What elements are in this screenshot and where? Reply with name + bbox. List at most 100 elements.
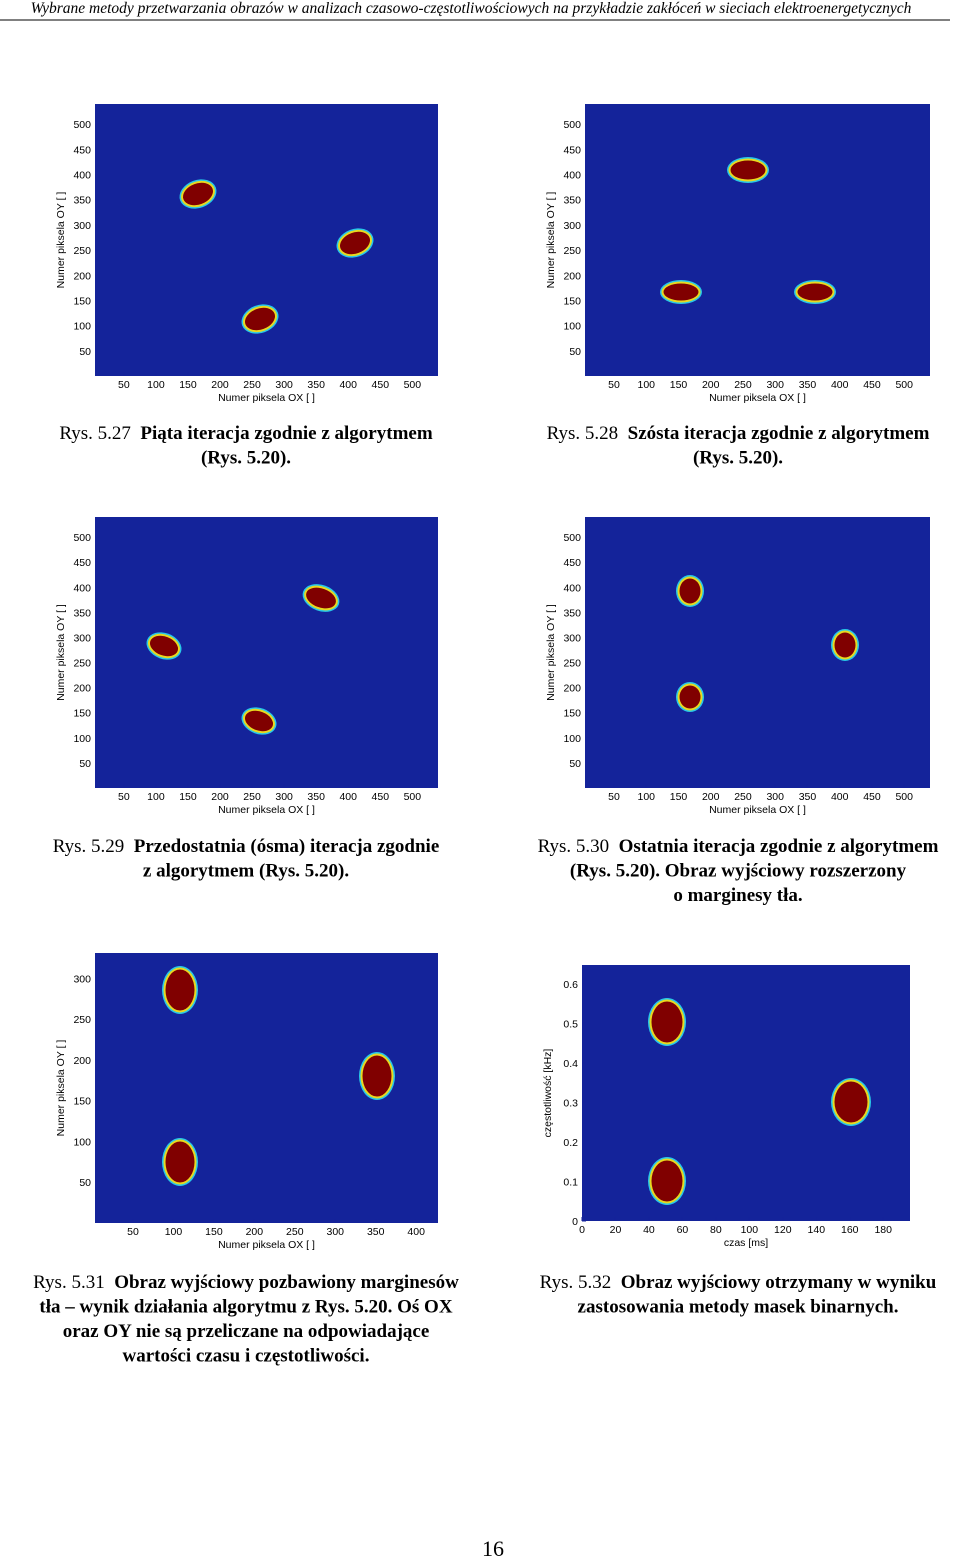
x-tick-label: 200 <box>246 1226 264 1238</box>
x-tick-label: 400 <box>407 1226 425 1238</box>
blob <box>182 182 214 206</box>
caption-text: Szósta iteracja zgodnie z algorytmem <box>628 423 930 444</box>
x-tick-label: 450 <box>372 379 390 391</box>
y-tick-label: 200 <box>73 1055 91 1067</box>
x-tick-label: 100 <box>165 1226 183 1238</box>
caption-line: tła – wynik działania algorytmu z Rys. 5… <box>39 1297 452 1318</box>
blob <box>663 283 699 301</box>
y-tick-label: 250 <box>73 245 91 257</box>
y-tick-label: 250 <box>73 658 91 670</box>
x-tick-label: 50 <box>118 791 130 803</box>
x-tick-label: 250 <box>286 1226 304 1238</box>
caption-text: wartości czasu i częstotliwości. <box>123 1346 370 1367</box>
y-tick-label: 300 <box>73 973 91 985</box>
x-tick-label: 300 <box>766 791 784 803</box>
y-tick-label: 100 <box>73 1136 91 1148</box>
x-tick-label: 350 <box>799 791 817 803</box>
caption-gap <box>131 423 141 444</box>
y-tick-label: 450 <box>563 557 581 569</box>
y-tick-label: 200 <box>73 683 91 695</box>
x-tick-label: 50 <box>127 1226 139 1238</box>
caption-line: z algorytmem (Rys. 5.20). <box>143 861 349 882</box>
y-tick-label: 500 <box>563 119 581 131</box>
y-tick-label: 450 <box>73 144 91 156</box>
blob <box>244 710 274 732</box>
y-tick-label: 50 <box>79 758 91 770</box>
y-tick-label: 50 <box>79 1177 91 1189</box>
blob <box>797 283 833 301</box>
caption-line: Rys. 5.32 Obraz wyjściowy otrzymany w wy… <box>540 1272 937 1293</box>
x-tick-label: 140 <box>808 1224 826 1236</box>
y-tick-label: 150 <box>563 708 581 720</box>
x-tick-label: 60 <box>677 1224 689 1236</box>
x-tick-label: 400 <box>339 791 357 803</box>
caption-text: oraz OY nie są przeliczane na odpowiadaj… <box>63 1321 430 1342</box>
caption-label: Rys. 5.31 <box>33 1272 105 1293</box>
x-tick-label: 100 <box>147 379 165 391</box>
plot-image <box>585 517 930 788</box>
caption-label: Rys. 5.32 <box>540 1272 612 1293</box>
caption-line: (Rys. 5.20). Obraz wyjściowy rozszerzony <box>570 861 907 882</box>
x-tick-label: 150 <box>205 1226 223 1238</box>
caption-gap <box>609 836 619 857</box>
y-tick-label: 350 <box>73 607 91 619</box>
caption-gap <box>105 1272 115 1293</box>
y-tick-label: 50 <box>79 346 91 358</box>
y-tick-label: 250 <box>563 658 581 670</box>
y-tick-label: 100 <box>73 733 91 745</box>
blob <box>149 635 179 657</box>
y-tick-label: 50 <box>569 758 581 770</box>
y-axis-label: częstotliwość [kHz] <box>542 1049 554 1138</box>
x-tick-label: 50 <box>608 791 620 803</box>
x-tick-label: 200 <box>211 379 229 391</box>
caption-label: Rys. 5.30 <box>538 836 610 857</box>
x-tick-label: 180 <box>874 1224 892 1236</box>
y-tick-label: 350 <box>563 607 581 619</box>
x-tick-label: 120 <box>774 1224 792 1236</box>
running-header: Wybrane metody przetwarzania obrazów w a… <box>31 0 912 17</box>
blob <box>834 632 856 658</box>
x-axis-label: czas [ms] <box>724 1237 768 1249</box>
y-tick-label: 300 <box>563 220 581 232</box>
y-tick-label: 100 <box>563 733 581 745</box>
plot-image <box>95 517 438 788</box>
x-tick-label: 250 <box>734 379 752 391</box>
caption-gap <box>611 1272 621 1293</box>
y-tick-label: 150 <box>73 1096 91 1108</box>
caption-text: Obraz wyjściowy otrzymany w wyniku <box>621 1272 937 1293</box>
caption-line: Rys. 5.30 Ostatnia iteracja zgodnie z al… <box>538 836 939 857</box>
blob <box>651 1160 683 1202</box>
y-tick-label: 150 <box>563 295 581 307</box>
blob <box>730 160 766 180</box>
x-tick-label: 50 <box>118 379 130 391</box>
caption-text: z algorytmem (Rys. 5.20). <box>143 861 349 882</box>
caption-text: Obraz wyjściowy pozbawiony marginesów <box>114 1272 459 1293</box>
y-axis-label: Numer piksela OY [ ] <box>55 192 67 289</box>
y-tick-label: 150 <box>73 295 91 307</box>
x-tick-label: 500 <box>895 379 913 391</box>
y-tick-label: 0 <box>572 1216 578 1228</box>
x-tick-label: 400 <box>831 791 849 803</box>
caption-line: (Rys. 5.20). <box>201 448 291 469</box>
x-tick-label: 0 <box>579 1224 585 1236</box>
caption-line: (Rys. 5.20). <box>693 448 783 469</box>
x-axis-label: Numer piksela OX [ ] <box>218 1239 315 1251</box>
y-tick-label: 0.1 <box>563 1176 578 1188</box>
caption-text: (Rys. 5.20). <box>201 448 291 469</box>
y-axis-label: Numer piksela OY [ ] <box>55 604 67 701</box>
y-tick-label: 300 <box>563 632 581 644</box>
y-axis-label: Numer piksela OY [ ] <box>545 604 557 701</box>
x-axis-label: Numer piksela OX [ ] <box>218 804 315 816</box>
caption-line: Rys. 5.29 Przedostatnia (ósma) iteracja … <box>53 836 440 857</box>
x-tick-label: 300 <box>275 379 293 391</box>
y-tick-label: 0.5 <box>563 1018 578 1030</box>
x-axis-label: Numer piksela OX [ ] <box>709 392 806 404</box>
caption-text: tła – wynik działania algorytmu z Rys. 5… <box>39 1297 452 1318</box>
x-tick-label: 40 <box>643 1224 655 1236</box>
caption-line: Rys. 5.31 Obraz wyjściowy pozbawiony mar… <box>33 1272 459 1293</box>
y-tick-label: 300 <box>73 220 91 232</box>
y-tick-label: 300 <box>73 632 91 644</box>
y-tick-label: 400 <box>563 582 581 594</box>
y-tick-label: 400 <box>73 170 91 182</box>
